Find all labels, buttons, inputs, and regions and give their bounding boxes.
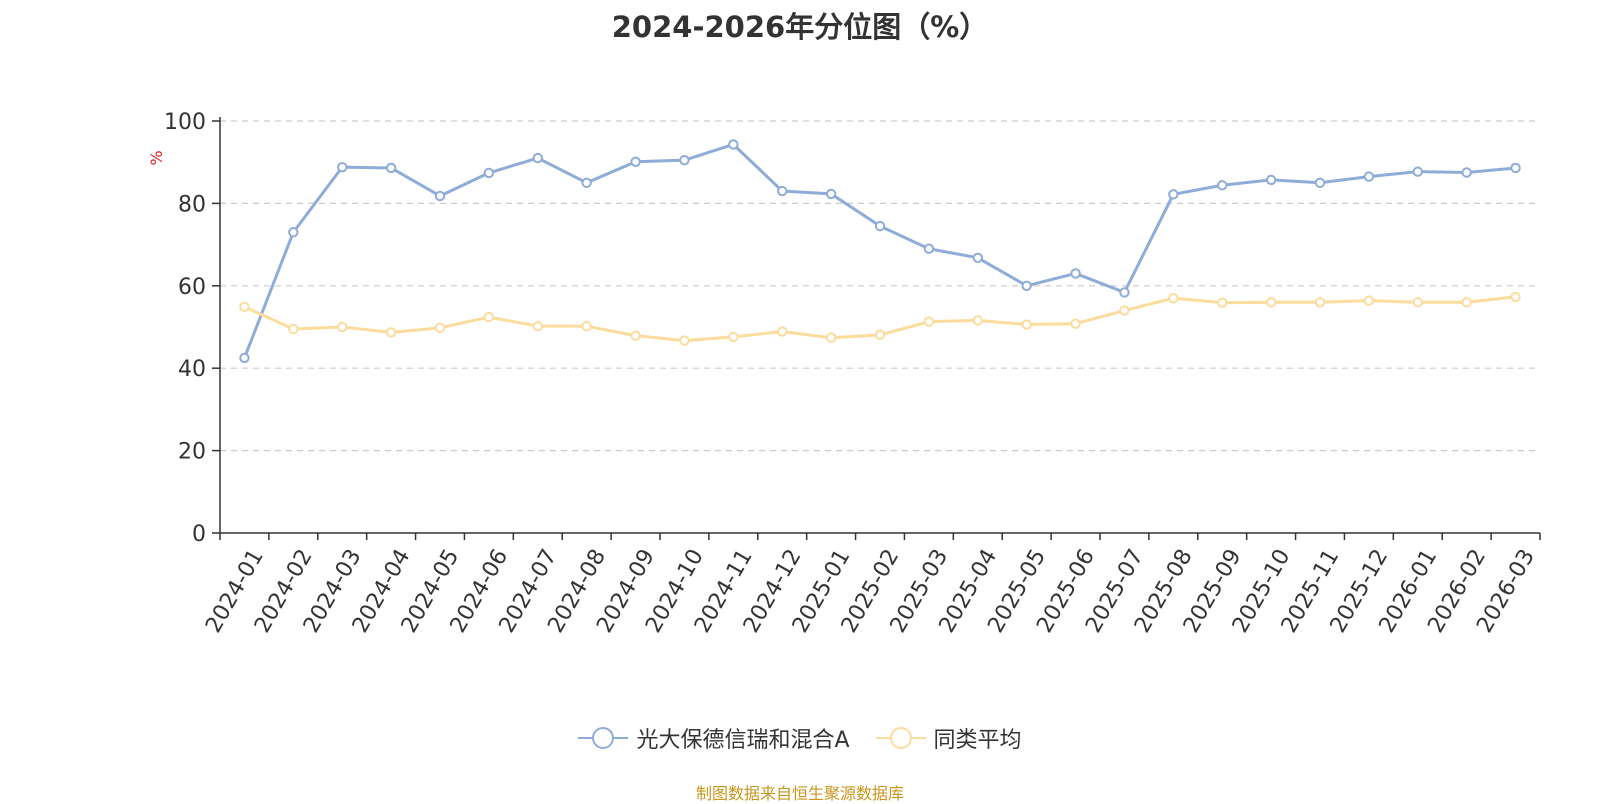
y-tick-label: 0 [192,522,206,547]
data-point [923,243,935,254]
series-lines [239,139,1521,364]
data-point [972,315,983,326]
data-point [1070,318,1081,329]
data-point [630,330,641,341]
data-point [1314,297,1326,308]
data-point [874,220,886,232]
data-point [1265,174,1277,186]
data-point [679,154,690,166]
data-point [1461,167,1472,178]
data-point [434,190,446,202]
data-point [923,316,935,327]
data-point [1168,292,1179,304]
data-point [1119,287,1130,298]
y-tick-label: 100 [164,110,206,135]
data-point [972,252,983,263]
data-point [1510,291,1521,303]
data-point [1510,162,1521,174]
data-point [1217,180,1228,191]
legend-marker-icon [578,727,629,749]
data-point [385,162,397,174]
data-point [337,321,348,333]
data-point [1412,297,1423,308]
data-point [1412,166,1423,177]
data-point [239,301,250,313]
data-point [874,329,886,341]
legend-label: 光大保德信瑞和混合A [636,728,850,753]
data-point [679,335,690,346]
data-point [728,331,739,343]
y-tick-label: 40 [178,357,206,382]
chart-title: 2024-2026年分位图（%） [611,10,989,44]
legend-label: 同类平均 [933,728,1022,753]
gridlines [220,120,1540,452]
data-point [532,320,543,332]
line-chart: 020406080100%2024-012024-022024-032024-0… [147,110,1541,637]
data-point [288,227,299,238]
data-point [728,139,739,150]
data-point [1363,171,1375,182]
data-point [1363,295,1375,306]
legend-item[interactable]: 光大保德信瑞和混合A [578,722,850,754]
data-point [630,156,641,167]
data-point [825,332,837,343]
data-point [1461,297,1472,308]
data-point [483,167,495,179]
data-point [337,161,348,173]
legend: 光大保德信瑞和混合A 同类平均 [0,722,1600,754]
axis-labels: 020406080100%2024-012024-022024-032024-0… [147,110,1540,637]
axes [212,117,1541,540]
data-point [581,320,592,332]
data-point [288,323,299,335]
legend-marker-icon [875,727,926,749]
data-point [1265,297,1277,308]
source-note: 制图数据来自恒生聚源数据库 [695,784,904,803]
data-point [1021,319,1032,330]
series-group [239,291,1521,346]
series-line [243,142,1516,359]
data-point [434,322,446,334]
data-point [825,188,837,200]
data-point [777,185,788,197]
y-tick-label: 80 [178,192,206,217]
data-point [239,352,250,364]
data-point [1168,189,1179,200]
data-point [483,311,495,323]
data-point [1217,297,1228,308]
data-point [581,177,592,189]
data-point [385,327,397,338]
y-tick-label: 60 [178,275,206,300]
data-point [532,152,543,164]
y-tick-label: 20 [178,440,206,465]
series-group [239,139,1521,364]
data-point [1021,280,1032,291]
legend-item[interactable]: 同类平均 [875,722,1022,754]
data-point [777,326,788,337]
data-point [1314,177,1326,189]
data-point [1119,305,1130,316]
data-point [1070,268,1081,279]
y-axis-label: % [147,150,166,165]
